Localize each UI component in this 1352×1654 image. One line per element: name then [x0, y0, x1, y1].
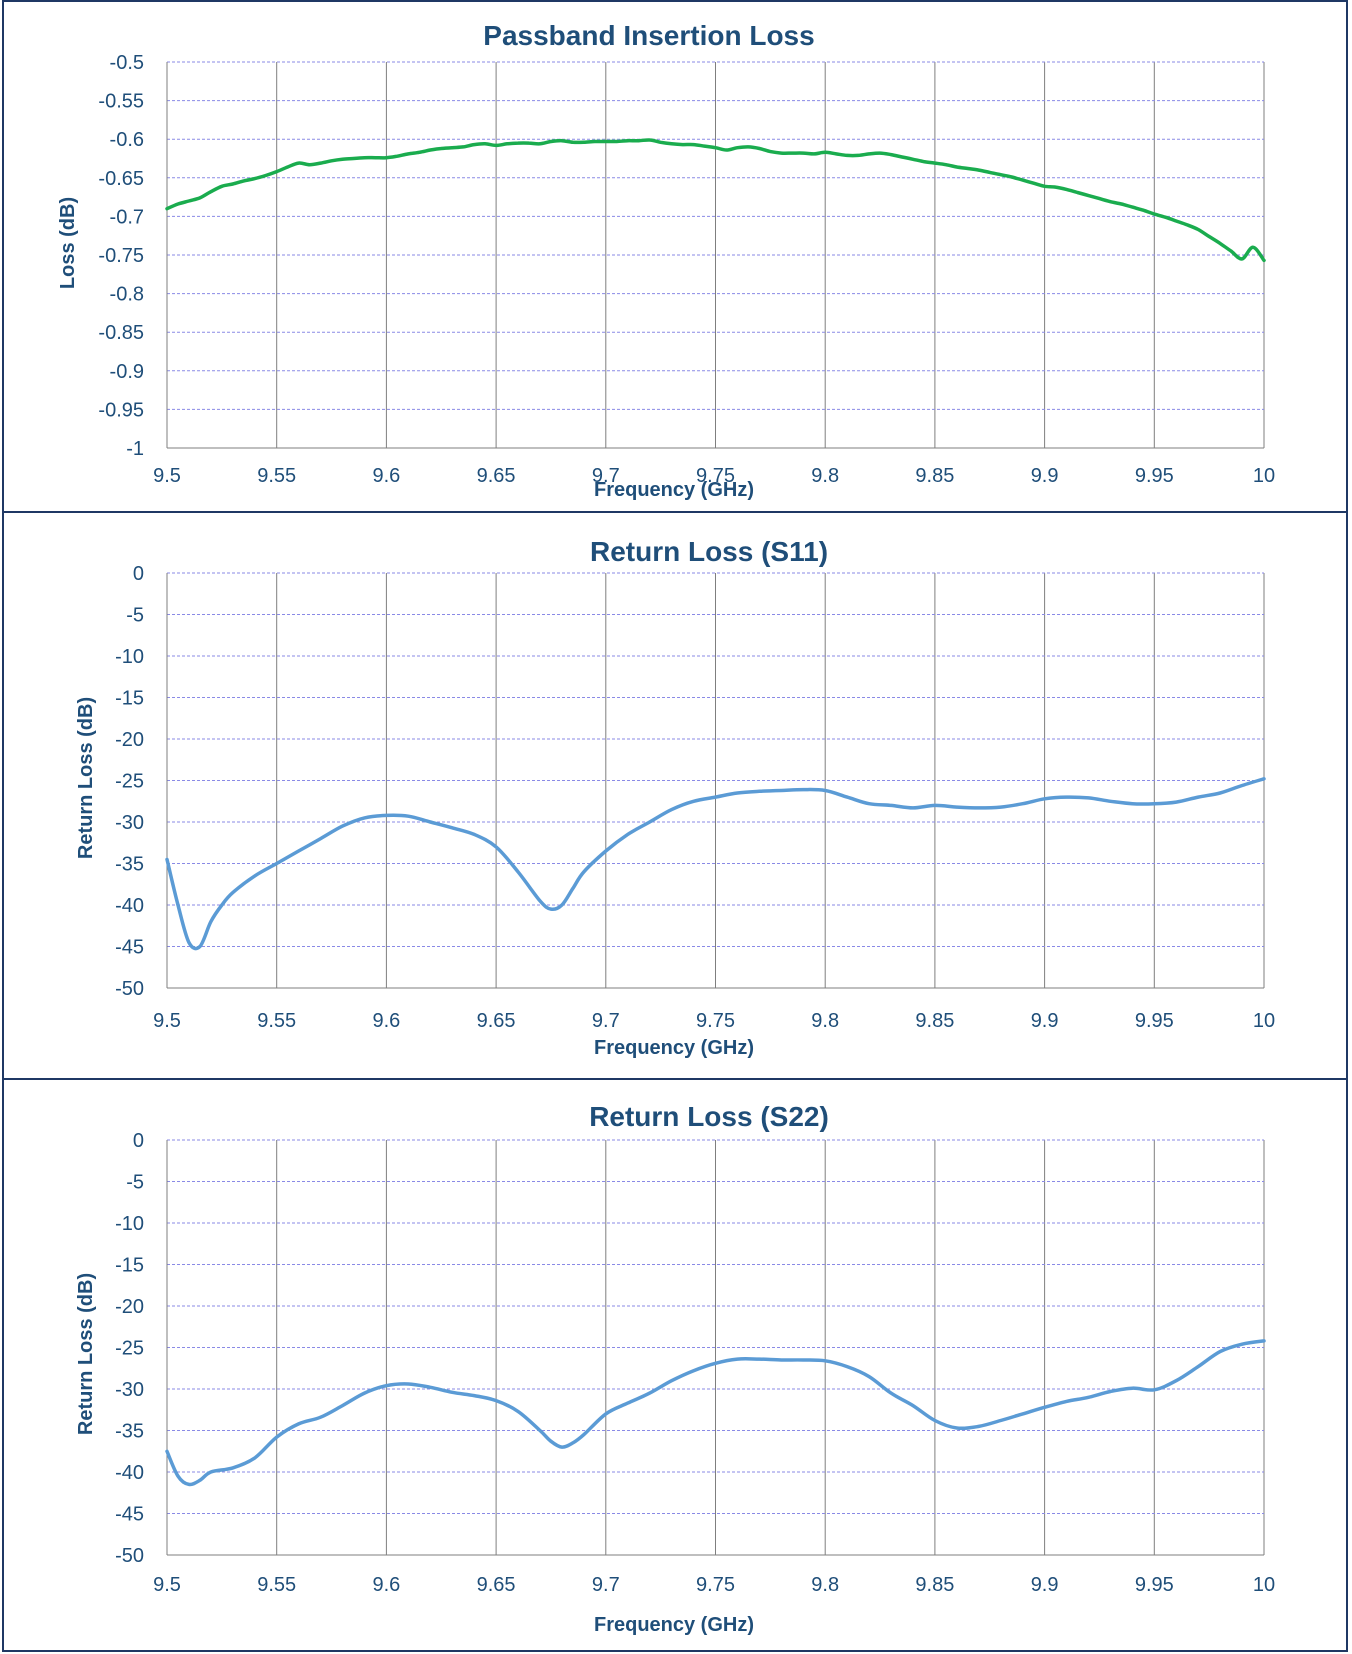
x-tick-label: 9.55 [257, 1010, 296, 1032]
y-tick-label: -30 [115, 812, 144, 834]
x-tick-label: 9.7 [592, 465, 620, 487]
x-tick-label: 9.7 [592, 1010, 620, 1032]
y-tick-label: -45 [115, 1504, 144, 1526]
y-tick-label: 0 [133, 1130, 144, 1152]
x-tick-label: 9.8 [811, 465, 839, 487]
y-tick-label: -15 [115, 688, 144, 710]
y-tick-label: -40 [115, 895, 144, 917]
x-tick-label: 9.65 [477, 1574, 516, 1596]
x-tick-label: 9.5 [153, 1574, 181, 1596]
x-tick-label: 9.95 [1135, 1010, 1174, 1032]
x-tick-label: 9.9 [1031, 465, 1059, 487]
y-tick-label: -25 [115, 1338, 144, 1360]
x-tick-label: 10 [1253, 1574, 1275, 1596]
y-tick-label: -20 [115, 729, 144, 751]
x-tick-label: 9.5 [153, 465, 181, 487]
x-axis-label: Frequency (GHz) [594, 479, 754, 501]
s22-return-loss-chart: 9.5 9.55 9.6 9.65 9.7 9.75 9.8 9.85 9.9 9.95 10 0 -5… [75, 1101, 1275, 1636]
x-tick-label: 9.75 [696, 1574, 735, 1596]
y-tick-label: -10 [115, 646, 144, 668]
x-tick-label: 9.95 [1135, 465, 1174, 487]
x-tick-label: 9.85 [915, 1574, 954, 1596]
x-axis-label: Frequency (GHz) [594, 1614, 754, 1636]
y-tick-label: -0.85 [98, 322, 144, 344]
y-tick-label: -1 [126, 438, 144, 460]
chart-panel-s22: 9.5 9.55 9.6 9.65 9.7 9.75 9.8 9.85 9.9 9.95 10 0 -5… [2, 1078, 1348, 1652]
x-tick-label: 9.7 [592, 1574, 620, 1596]
x-tick-label: 9.6 [372, 1574, 400, 1596]
insertion-loss-chart: 9.5 9.55 9.6 9.65 9.7 9.75 9.8 9.85 9.9 9.95 10 -0.… [57, 20, 1275, 501]
y-tick-label: -0.95 [98, 399, 144, 421]
y-tick-label: -0.9 [110, 361, 144, 383]
y-tick-label: -10 [115, 1213, 144, 1235]
y-tick-label: -40 [115, 1462, 144, 1484]
x-axis-label: Frequency (GHz) [594, 1037, 754, 1059]
x-tick-label: 9.9 [1031, 1010, 1059, 1032]
x-tick-label: 9.55 [257, 465, 296, 487]
y-tick-label: -35 [115, 854, 144, 876]
x-tick-label: 9.5 [153, 1010, 181, 1032]
x-tick-label: 10 [1253, 1010, 1275, 1032]
x-tick-label: 9.75 [696, 465, 735, 487]
x-tick-label: 9.85 [915, 1010, 954, 1032]
x-tick-label: 9.8 [811, 1574, 839, 1596]
x-tick-label: 10 [1253, 465, 1275, 487]
y-tick-label: -0.5 [110, 52, 144, 74]
s11-return-loss-chart: 9.5 9.55 9.6 9.65 9.7 9.75 9.8 9.85 9.9 9.95 10 0 -5… [75, 536, 1275, 1059]
y-tick-label: -15 [115, 1255, 144, 1277]
s11-series-line [165, 777, 1266, 951]
y-axis-label: Return Loss (dB) [75, 697, 97, 859]
y-tick-label: -50 [115, 978, 144, 1000]
y-axis-label: Return Loss (dB) [75, 1273, 97, 1435]
y-tick-label: -0.8 [110, 284, 144, 306]
y-tick-label: -0.55 [98, 91, 144, 113]
y-tick-label: -45 [115, 937, 144, 959]
y-tick-label: -0.6 [110, 129, 144, 151]
y-tick-label: -0.75 [98, 245, 144, 267]
x-tick-label: 9.85 [915, 465, 954, 487]
y-tick-label: -0.65 [98, 168, 144, 190]
y-tick-label: -35 [115, 1421, 144, 1443]
y-tick-label: -20 [115, 1296, 144, 1318]
y-tick-label: -25 [115, 771, 144, 793]
x-tick-label: 9.95 [1135, 1574, 1174, 1596]
x-tick-label: 9.9 [1031, 1574, 1059, 1596]
s22-series-line [165, 1339, 1266, 1487]
chart-panel-s11: 9.5 9.55 9.6 9.65 9.7 9.75 9.8 9.85 9.9 9.95 10 0 -5… [2, 511, 1348, 1080]
y-tick-label: 0 [133, 563, 144, 585]
y-tick-label: -50 [115, 1545, 144, 1567]
chart-title: Return Loss (S11) [590, 536, 828, 567]
chart-title: Passband Insertion Loss [483, 20, 814, 51]
y-tick-label: -0.7 [110, 206, 144, 228]
y-tick-label: -30 [115, 1379, 144, 1401]
x-tick-label: 9.75 [696, 1010, 735, 1032]
x-tick-label: 9.65 [477, 1010, 516, 1032]
chart-title: Return Loss (S22) [589, 1101, 829, 1132]
x-tick-label: 9.55 [257, 1574, 296, 1596]
x-tick-label: 9.8 [811, 1010, 839, 1032]
insertion-loss-series-line [165, 138, 1266, 263]
y-tick-label: -5 [126, 1172, 144, 1194]
chart-panel-insertion-loss: 9.5 9.55 9.6 9.65 9.7 9.75 9.8 9.85 9.9 9.95 10 -0.… [2, 0, 1348, 513]
y-axis-label: Loss (dB) [57, 197, 79, 289]
x-tick-label: 9.6 [372, 465, 400, 487]
x-tick-label: 9.65 [477, 465, 516, 487]
y-tick-label: -5 [126, 605, 144, 627]
x-tick-label: 9.6 [372, 1010, 400, 1032]
